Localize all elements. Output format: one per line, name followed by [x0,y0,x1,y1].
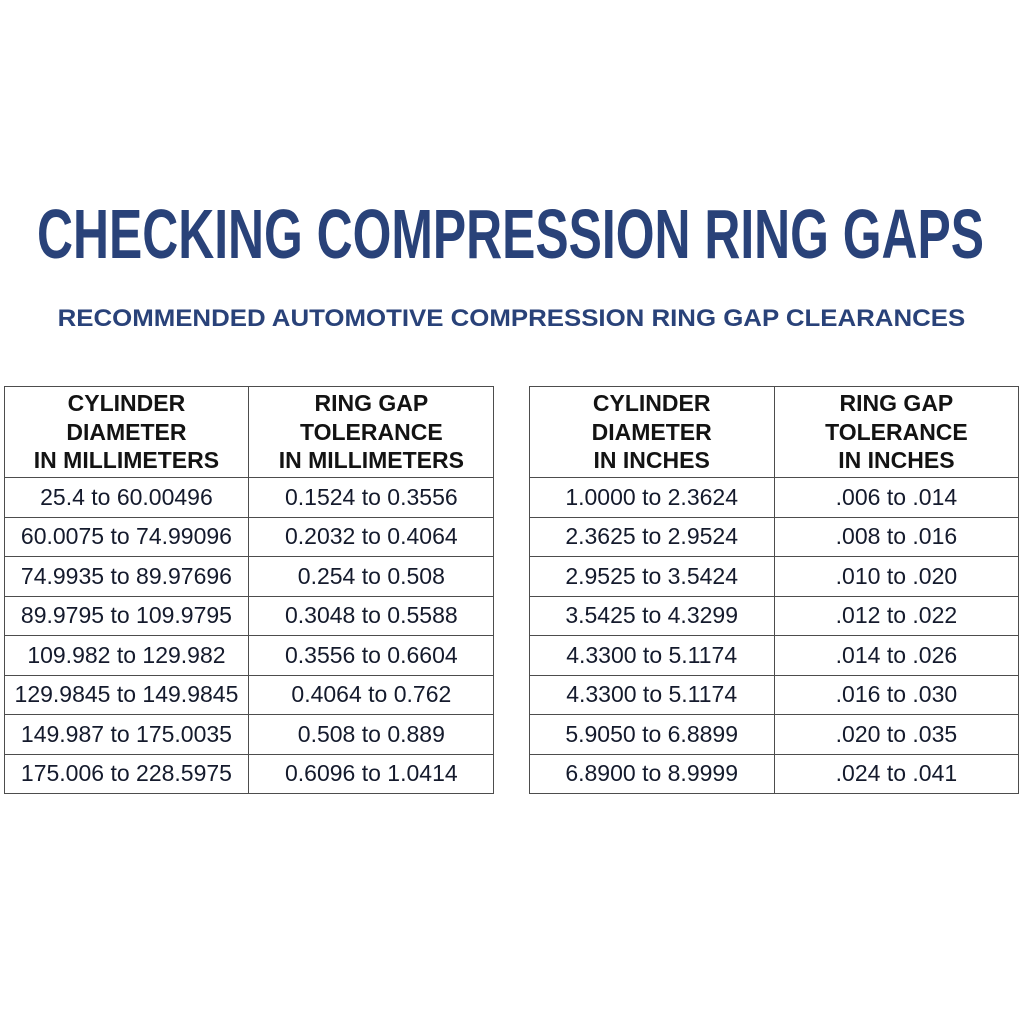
svg-text:RECOMMENDED AUTOMOTIVE COMPRES: RECOMMENDED AUTOMOTIVE COMPRESSION RING … [58,305,966,332]
svg-text:CHECKING COMPRESSION RING GAPS: CHECKING COMPRESSION RING GAPS [37,195,984,273]
